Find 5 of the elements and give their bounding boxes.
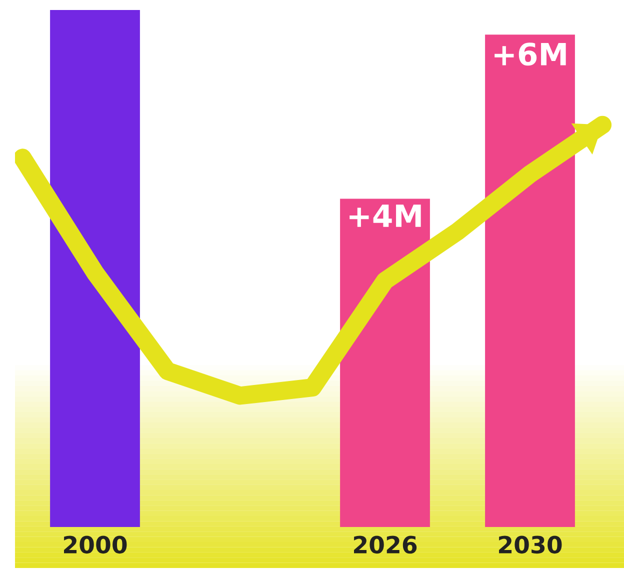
x-tick-label: 2026	[354, 536, 417, 554]
x-tick-label: 2030	[499, 536, 562, 554]
data-label: +4M	[350, 204, 421, 227]
data-label: +6M	[494, 42, 566, 66]
x-tick-label: 2000	[64, 536, 127, 554]
